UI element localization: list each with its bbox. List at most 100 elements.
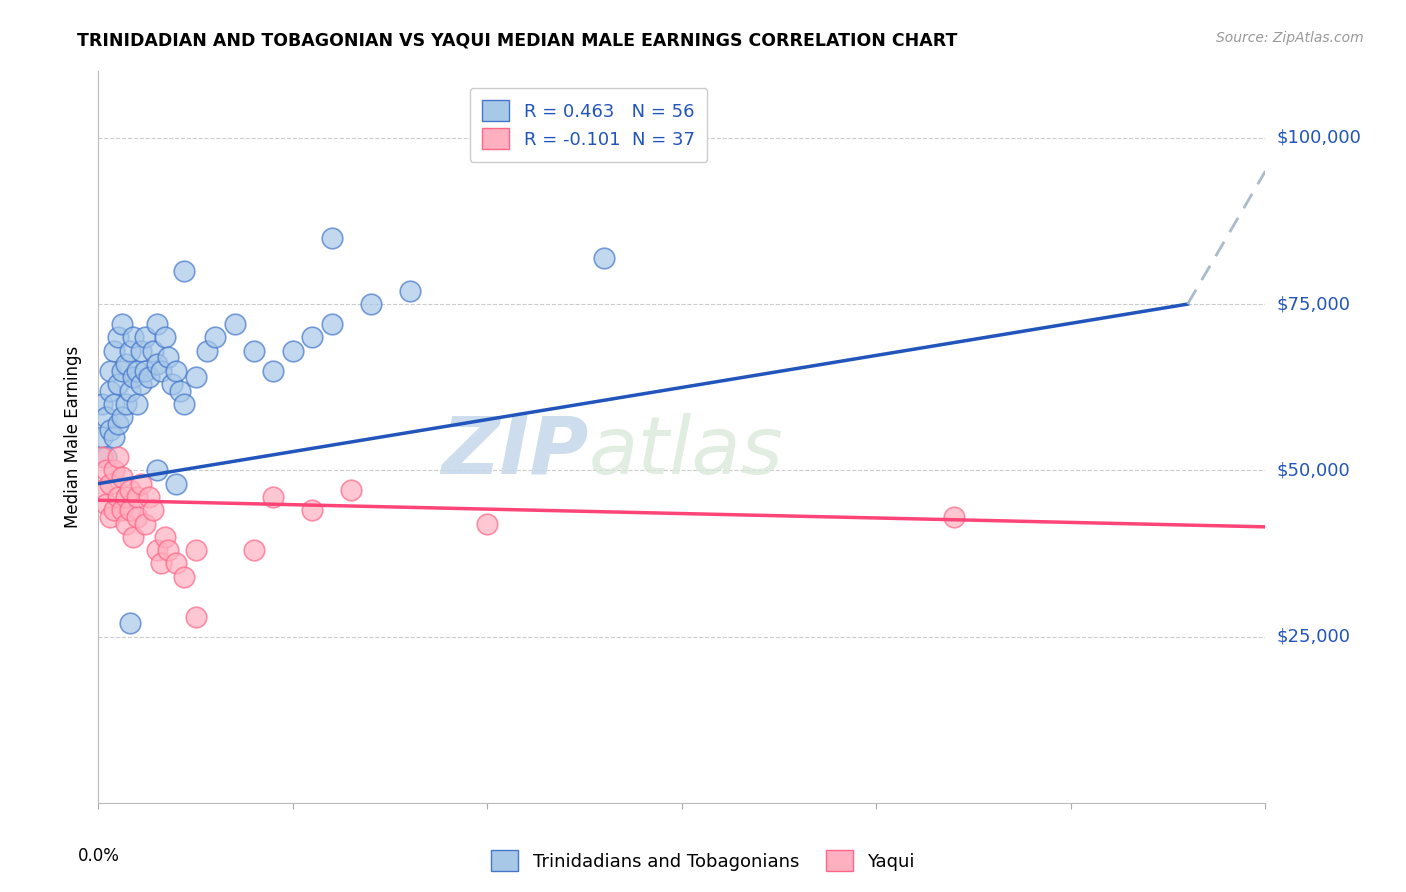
Point [111,410,134,425]
Point [127,363,149,377]
Point [224,317,246,331]
Point [301,330,323,344]
Point [477,516,499,531]
Point [111,470,134,484]
Point [146,357,169,371]
Point [118,343,141,358]
Point [103,503,125,517]
Point [129,476,152,491]
Point [118,503,141,517]
Point [173,570,195,584]
Point [91,483,114,498]
Point [262,490,284,504]
Point [96,497,118,511]
Point [943,509,966,524]
Point [195,343,218,358]
Point [91,430,114,444]
Point [127,490,149,504]
Text: $50,000: $50,000 [1277,461,1350,479]
Point [98,476,121,491]
Point [149,557,172,571]
Point [111,503,134,517]
Point [142,343,165,358]
Point [146,463,169,477]
Point [107,330,129,344]
Point [98,384,121,398]
Point [118,616,141,631]
Text: 0.0%: 0.0% [77,847,120,864]
Point [138,370,160,384]
Point [118,483,141,498]
Point [107,450,129,464]
Point [149,363,172,377]
Point [243,343,266,358]
Point [184,543,207,558]
Point [127,397,149,411]
Point [122,330,145,344]
Text: $25,000: $25,000 [1277,628,1351,646]
Point [96,463,118,477]
Point [281,343,304,358]
Point [96,410,118,425]
Point [134,330,156,344]
Point [157,351,180,365]
Y-axis label: Median Male Earnings: Median Male Earnings [65,346,83,528]
Text: Source: ZipAtlas.com: Source: ZipAtlas.com [1216,31,1364,45]
Point [146,543,169,558]
Point [107,417,129,431]
Point [127,509,149,524]
Text: ZIP: ZIP [441,413,589,491]
Point [153,330,176,344]
Point [96,450,118,464]
Point [122,530,145,544]
Point [91,450,114,464]
Point [103,397,125,411]
Point [301,503,323,517]
Point [98,509,121,524]
Point [114,516,136,531]
Point [398,284,420,298]
Point [107,490,129,504]
Point [111,363,134,377]
Point [122,370,145,384]
Point [114,397,136,411]
Point [98,424,121,438]
Point [360,297,382,311]
Point [134,516,156,531]
Point [114,490,136,504]
Point [593,251,616,265]
Text: atlas: atlas [589,413,783,491]
Point [103,430,125,444]
Point [111,317,134,331]
Point [153,530,176,544]
Point [129,343,152,358]
Point [243,543,266,558]
Legend: R = 0.463   N = 56, R = -0.101  N = 37: R = 0.463 N = 56, R = -0.101 N = 37 [470,87,707,162]
Point [138,490,160,504]
Point [103,343,125,358]
Point [321,230,343,244]
Point [146,317,169,331]
Point [321,317,343,331]
Text: TRINIDADIAN AND TOBAGONIAN VS YAQUI MEDIAN MALE EARNINGS CORRELATION CHART: TRINIDADIAN AND TOBAGONIAN VS YAQUI MEDI… [77,31,957,49]
Text: $75,000: $75,000 [1277,295,1351,313]
Point [98,363,121,377]
Point [169,384,191,398]
Point [204,330,226,344]
Point [91,397,114,411]
Point [184,609,207,624]
Point [129,376,152,391]
Point [165,476,187,491]
Point [165,557,187,571]
Point [157,543,180,558]
Point [114,357,136,371]
Point [134,363,156,377]
Point [162,376,184,391]
Legend: Trinidadians and Tobagonians, Yaqui: Trinidadians and Tobagonians, Yaqui [484,843,922,879]
Point [340,483,363,498]
Point [262,363,284,377]
Point [142,503,165,517]
Point [118,384,141,398]
Point [173,397,195,411]
Text: $100,000: $100,000 [1277,128,1361,147]
